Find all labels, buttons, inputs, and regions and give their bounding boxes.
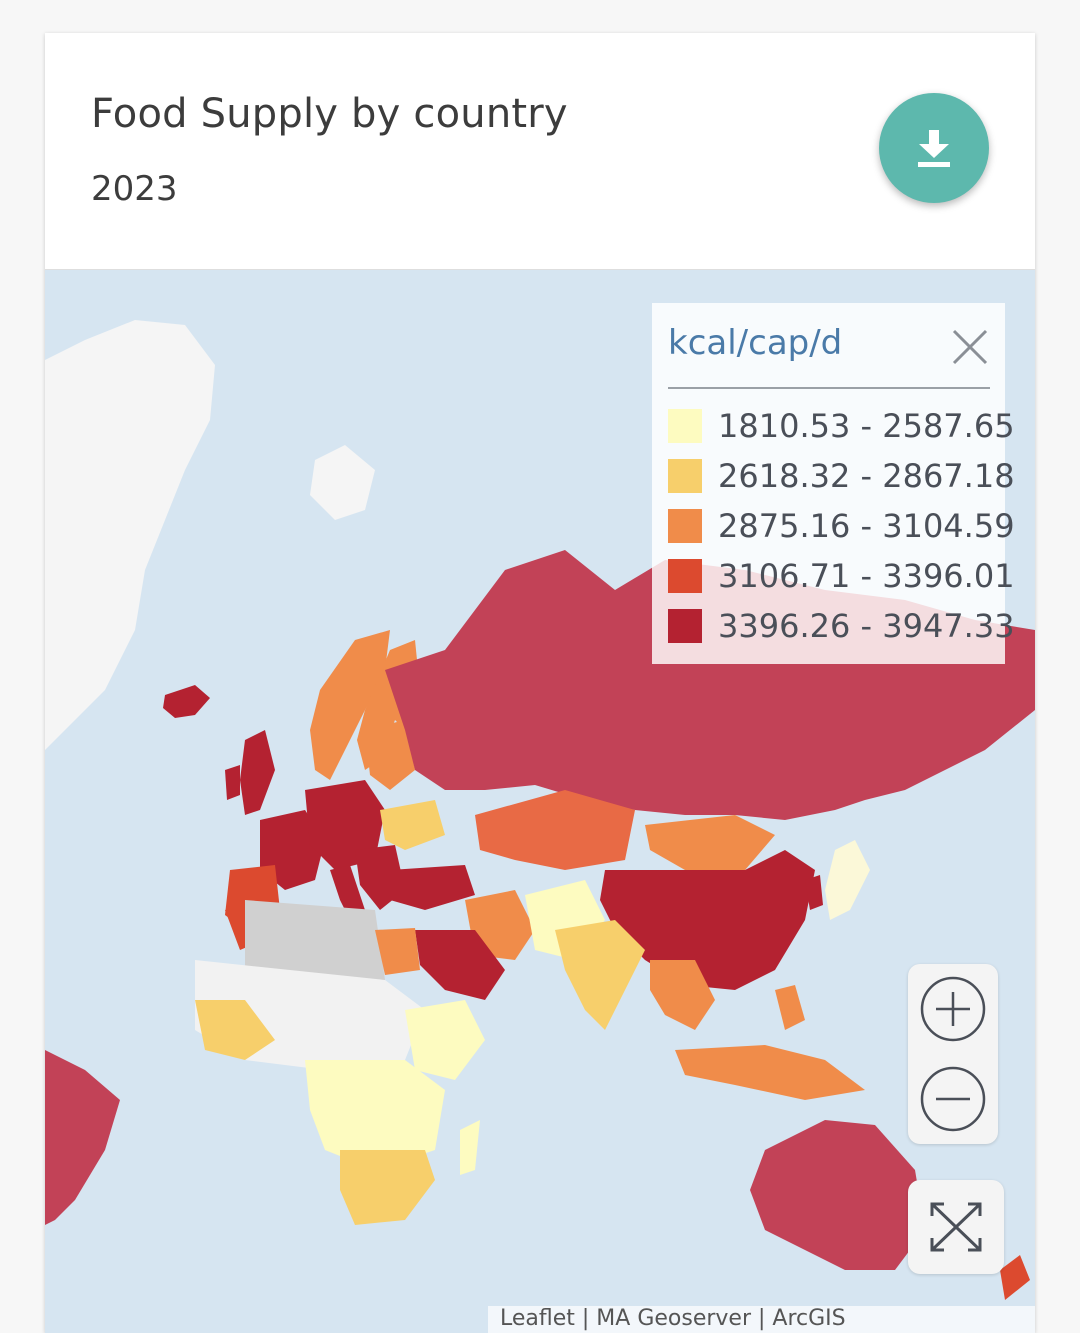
legend-swatch (668, 409, 702, 443)
baltics-belarus[interactable] (365, 720, 415, 790)
india[interactable] (555, 920, 645, 1030)
central-africa[interactable] (305, 1060, 445, 1170)
west-africa[interactable] (195, 1000, 275, 1060)
iceland[interactable] (163, 685, 210, 718)
egypt[interactable] (375, 928, 420, 975)
arabia[interactable] (415, 930, 505, 1000)
greenland[interactable] (45, 320, 215, 750)
china[interactable] (600, 850, 815, 990)
svalbard[interactable] (310, 445, 375, 520)
legend-item: 1810.53 - 2587.65 (668, 407, 1015, 447)
zoom-control (908, 964, 998, 1144)
norway[interactable] (310, 630, 390, 780)
chart-card: Food Supply by country 2023 (45, 33, 1035, 1333)
legend-panel: kcal/cap/d 1810.53 - 2587.65 2618.32 - 2… (652, 303, 1015, 664)
page-title: Food Supply by country (91, 91, 568, 137)
download-icon (918, 130, 950, 167)
legend-item: 2618.32 - 2867.18 (668, 457, 1015, 497)
turkey[interactable] (390, 865, 475, 910)
central-europe[interactable] (305, 780, 385, 870)
kazakhstan[interactable] (475, 790, 635, 870)
zoom-in-button[interactable] (916, 972, 990, 1046)
legend-item: 3106.71 - 3396.01 (668, 557, 1015, 597)
map-attribution: Leaflet | MA Geoserver | ArcGIS (488, 1306, 1035, 1333)
southern-africa[interactable] (340, 1150, 435, 1225)
legend-title: kcal/cap/d (668, 323, 843, 363)
legend-close-button[interactable] (948, 325, 992, 369)
fullscreen-button[interactable] (908, 1180, 1004, 1274)
japan[interactable] (825, 840, 870, 920)
legend-swatch (668, 559, 702, 593)
philippines[interactable] (775, 985, 805, 1030)
australia[interactable] (750, 1120, 925, 1270)
legend-label: 2618.32 - 2867.18 (718, 457, 1015, 495)
legend-swatch (668, 609, 702, 643)
download-button[interactable] (879, 93, 989, 203)
se-asia[interactable] (650, 960, 715, 1030)
indonesia[interactable] (675, 1045, 865, 1100)
minus-circle-icon (920, 1066, 986, 1132)
mongolia[interactable] (645, 815, 775, 870)
legend-item: 2875.16 - 3104.59 (668, 507, 1015, 547)
legend-label: 3396.26 - 3947.33 (718, 607, 1015, 645)
plus-circle-icon (920, 976, 986, 1042)
legend-divider (668, 387, 990, 389)
legend-label: 3106.71 - 3396.01 (718, 557, 1015, 595)
legend-swatch (668, 509, 702, 543)
madagascar[interactable] (460, 1120, 480, 1175)
legend-label: 1810.53 - 2587.65 (718, 407, 1015, 445)
expand-icon (930, 1202, 982, 1252)
legend-swatch (668, 459, 702, 493)
choropleth-map[interactable]: kcal/cap/d 1810.53 - 2587.65 2618.32 - 2… (45, 270, 1035, 1333)
korea[interactable] (805, 875, 823, 910)
ireland[interactable] (225, 765, 240, 800)
east-africa[interactable] (405, 1000, 485, 1080)
card-header: Food Supply by country 2023 (45, 33, 1035, 270)
zoom-out-button[interactable] (916, 1062, 990, 1136)
ukraine[interactable] (380, 800, 445, 850)
legend-item: 3396.26 - 3947.33 (668, 607, 1015, 647)
algeria-libya[interactable] (245, 900, 385, 990)
new-zealand[interactable] (1000, 1255, 1030, 1300)
close-icon (952, 329, 988, 365)
uk[interactable] (240, 730, 275, 815)
south-america[interactable] (45, 1050, 120, 1225)
legend-label: 2875.16 - 3104.59 (718, 507, 1015, 545)
year-subtitle: 2023 (91, 169, 178, 209)
